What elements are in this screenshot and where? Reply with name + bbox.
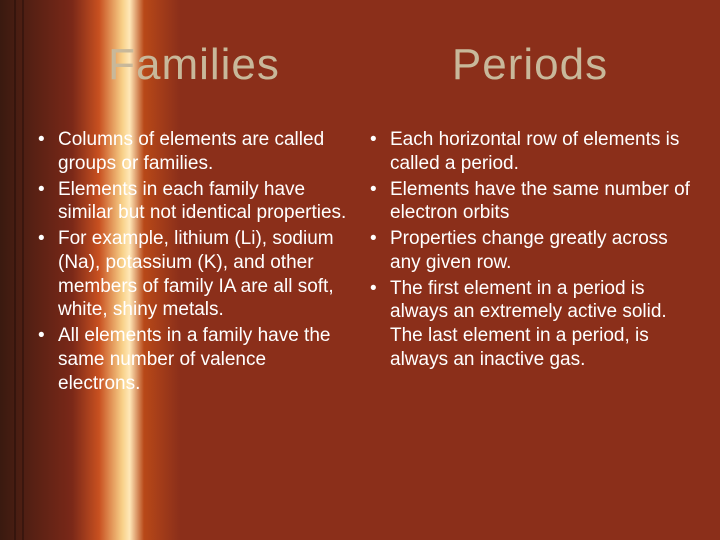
- bullet-item: Elements in each family have similar but…: [36, 178, 352, 226]
- left-bullets: Columns of elements are called groups or…: [36, 128, 352, 397]
- slide-content: Families Columns of elements are called …: [0, 0, 720, 540]
- bullet-item: All elements in a family have the same n…: [36, 324, 352, 395]
- bullet-item: The first element in a period is always …: [368, 277, 692, 372]
- bullet-item: Elements have the same number of electro…: [368, 178, 692, 226]
- left-column: Families Columns of elements are called …: [18, 40, 360, 520]
- right-bullets: Each horizontal row of elements is calle…: [368, 128, 692, 374]
- bullet-item: Properties change greatly across any giv…: [368, 227, 692, 275]
- right-column: Periods Each horizontal row of elements …: [360, 40, 702, 520]
- bullet-item: For example, lithium (Li), sodium (Na), …: [36, 227, 352, 322]
- bullet-item: Columns of elements are called groups or…: [36, 128, 352, 176]
- bullet-item: Each horizontal row of elements is calle…: [368, 128, 692, 176]
- left-heading: Families: [36, 40, 352, 90]
- right-heading: Periods: [368, 40, 692, 90]
